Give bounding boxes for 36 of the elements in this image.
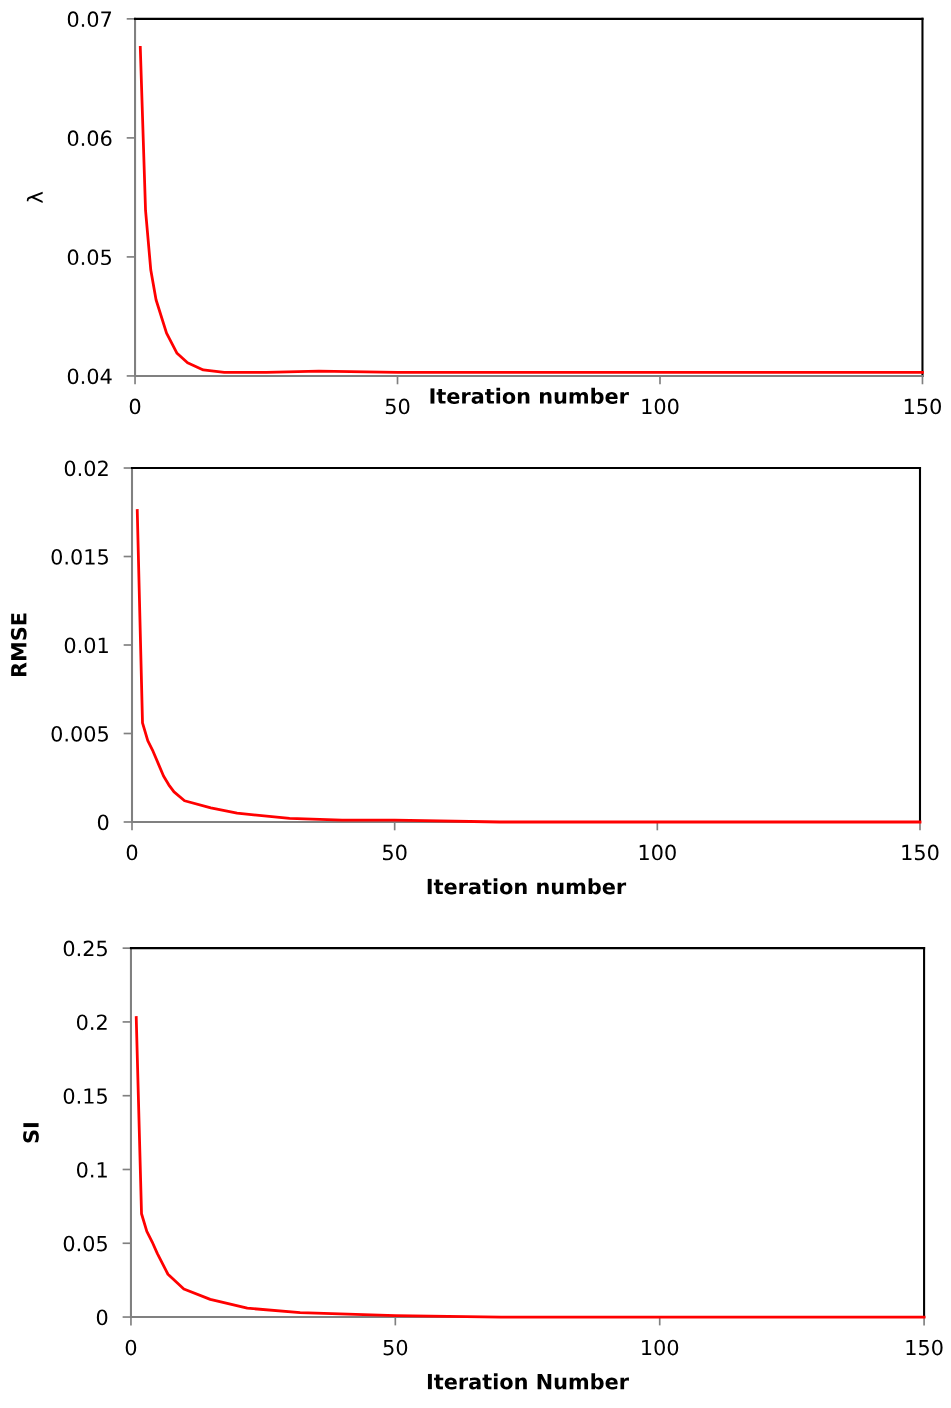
y-tick-label: 0 <box>97 814 109 831</box>
y-tick-label: 0.05 <box>67 249 111 266</box>
x-tick-label: 0 <box>125 1339 137 1356</box>
y-tick-label: 0.07 <box>67 11 112 28</box>
x-tick-label: 100 <box>639 844 676 861</box>
x-tick-label: 100 <box>642 1339 679 1356</box>
y-axis-title: λ <box>26 191 43 203</box>
x-tick-label: 50 <box>383 1339 408 1356</box>
x-axis-title: Iteration number <box>430 387 629 404</box>
y-axis-title: SI <box>23 1123 39 1143</box>
x-tick-label: 150 <box>902 844 939 861</box>
y-tick-label: 0.005 <box>51 725 108 742</box>
y-tick-label: 0.15 <box>63 1088 107 1104</box>
y-tick-label: 0.01 <box>64 637 108 654</box>
x-tick-label: 150 <box>904 398 941 415</box>
line-series <box>138 46 924 374</box>
y-tick-label: 0.05 <box>63 1235 107 1252</box>
x-tick-label: 100 <box>642 398 679 415</box>
y-tick-label: 0.02 <box>64 460 108 477</box>
y-tick-label: 0.06 <box>67 130 112 147</box>
y-tick-label: 0.1 <box>76 1161 107 1178</box>
y-tick-label: 0.04 <box>67 368 112 385</box>
x-axis-title: Iteration number <box>427 878 627 895</box>
x-tick-label: 0 <box>126 844 138 861</box>
x-tick-label: 50 <box>385 398 410 415</box>
line-series <box>135 509 922 824</box>
x-axis-title: Iteration Number <box>427 1373 629 1390</box>
y-tick-label: 0 <box>96 1309 108 1326</box>
line-series <box>134 1016 926 1319</box>
y-tick-label: 0.015 <box>51 548 108 565</box>
y-tick-label: 0.25 <box>63 940 107 957</box>
x-tick-label: 150 <box>906 1339 943 1356</box>
x-tick-label: 0 <box>129 398 141 415</box>
y-axis-title: RMSE <box>10 613 27 677</box>
x-tick-label: 50 <box>383 844 407 861</box>
y-tick-label: 0.2 <box>76 1014 107 1031</box>
